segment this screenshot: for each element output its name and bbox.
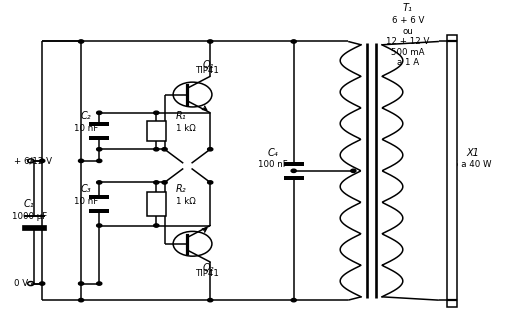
Text: C₁: C₁ bbox=[24, 199, 34, 209]
Text: 0 V: 0 V bbox=[14, 279, 28, 288]
Circle shape bbox=[207, 181, 213, 184]
Bar bbox=[89, 122, 109, 126]
Circle shape bbox=[291, 299, 296, 302]
Circle shape bbox=[40, 159, 45, 163]
Text: C₄: C₄ bbox=[268, 148, 278, 158]
Circle shape bbox=[154, 148, 159, 151]
Bar bbox=[447, 35, 457, 307]
Bar bbox=[89, 209, 109, 213]
Circle shape bbox=[207, 40, 213, 43]
Text: Q₁: Q₁ bbox=[202, 60, 214, 70]
Bar bbox=[147, 192, 165, 216]
Circle shape bbox=[291, 40, 296, 43]
Text: C₃: C₃ bbox=[81, 184, 92, 194]
Circle shape bbox=[97, 148, 102, 151]
Circle shape bbox=[162, 181, 167, 184]
Circle shape bbox=[79, 299, 84, 302]
Text: Q₂: Q₂ bbox=[202, 263, 214, 273]
Text: R₂: R₂ bbox=[176, 184, 187, 194]
Text: T₁: T₁ bbox=[403, 3, 413, 13]
Text: C₂: C₂ bbox=[81, 111, 92, 121]
Bar bbox=[284, 176, 304, 180]
Text: 5 a 40 W: 5 a 40 W bbox=[453, 160, 492, 169]
Text: TIP41: TIP41 bbox=[196, 270, 220, 279]
Text: 10 nF: 10 nF bbox=[74, 197, 98, 206]
Circle shape bbox=[40, 282, 45, 285]
Text: X1: X1 bbox=[466, 148, 479, 158]
Circle shape bbox=[351, 169, 356, 172]
Bar bbox=[89, 195, 109, 199]
Circle shape bbox=[79, 40, 84, 43]
Text: 12 + 12 V: 12 + 12 V bbox=[386, 37, 430, 46]
Text: 1000 μF: 1000 μF bbox=[11, 211, 47, 220]
Text: a 1 A: a 1 A bbox=[397, 58, 419, 67]
Text: ou: ou bbox=[402, 26, 413, 35]
Circle shape bbox=[97, 282, 102, 285]
Text: 6 + 6 V: 6 + 6 V bbox=[392, 16, 424, 25]
Circle shape bbox=[207, 148, 213, 151]
Circle shape bbox=[207, 299, 213, 302]
Bar bbox=[284, 162, 304, 166]
Text: 500 mA: 500 mA bbox=[391, 48, 424, 57]
Circle shape bbox=[79, 159, 84, 163]
Circle shape bbox=[154, 111, 159, 115]
Text: R₁: R₁ bbox=[176, 111, 187, 121]
Circle shape bbox=[97, 111, 102, 115]
Text: 1 kΩ: 1 kΩ bbox=[176, 124, 196, 133]
Circle shape bbox=[154, 224, 159, 227]
Circle shape bbox=[97, 181, 102, 184]
Circle shape bbox=[162, 148, 167, 151]
Bar bbox=[89, 136, 109, 140]
Circle shape bbox=[79, 282, 84, 285]
Text: TIP41: TIP41 bbox=[196, 66, 220, 75]
Bar bbox=[147, 121, 165, 141]
Circle shape bbox=[97, 159, 102, 163]
Text: 1 kΩ: 1 kΩ bbox=[176, 197, 196, 206]
Circle shape bbox=[154, 181, 159, 184]
Text: + 6/12 V: + 6/12 V bbox=[14, 156, 51, 165]
Text: 100 nF: 100 nF bbox=[258, 160, 288, 169]
Circle shape bbox=[291, 169, 296, 172]
Circle shape bbox=[97, 224, 102, 227]
Text: 10 nF: 10 nF bbox=[74, 124, 98, 133]
